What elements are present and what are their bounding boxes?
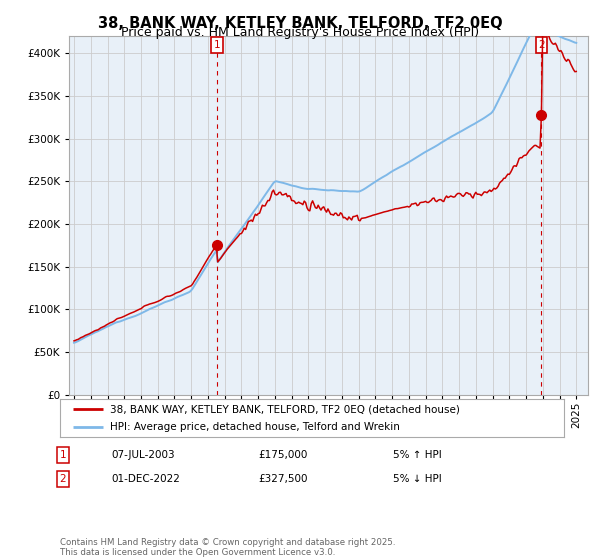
Text: £327,500: £327,500	[258, 474, 308, 484]
Text: HPI: Average price, detached house, Telford and Wrekin: HPI: Average price, detached house, Telf…	[110, 422, 400, 432]
Text: 38, BANK WAY, KETLEY BANK, TELFORD, TF2 0EQ (detached house): 38, BANK WAY, KETLEY BANK, TELFORD, TF2 …	[110, 404, 460, 414]
Text: Price paid vs. HM Land Registry's House Price Index (HPI): Price paid vs. HM Land Registry's House …	[121, 26, 479, 39]
Text: Contains HM Land Registry data © Crown copyright and database right 2025.
This d: Contains HM Land Registry data © Crown c…	[60, 538, 395, 557]
Text: 5% ↑ HPI: 5% ↑ HPI	[393, 450, 442, 460]
Text: £175,000: £175,000	[258, 450, 307, 460]
Text: 5% ↓ HPI: 5% ↓ HPI	[393, 474, 442, 484]
Text: 38, BANK WAY, KETLEY BANK, TELFORD, TF2 0EQ: 38, BANK WAY, KETLEY BANK, TELFORD, TF2 …	[98, 16, 502, 31]
Text: 2: 2	[538, 40, 545, 50]
Text: 07-JUL-2003: 07-JUL-2003	[111, 450, 175, 460]
Text: 2: 2	[59, 474, 67, 484]
Text: 1: 1	[214, 40, 220, 50]
Text: 1: 1	[59, 450, 67, 460]
Text: 01-DEC-2022: 01-DEC-2022	[111, 474, 180, 484]
